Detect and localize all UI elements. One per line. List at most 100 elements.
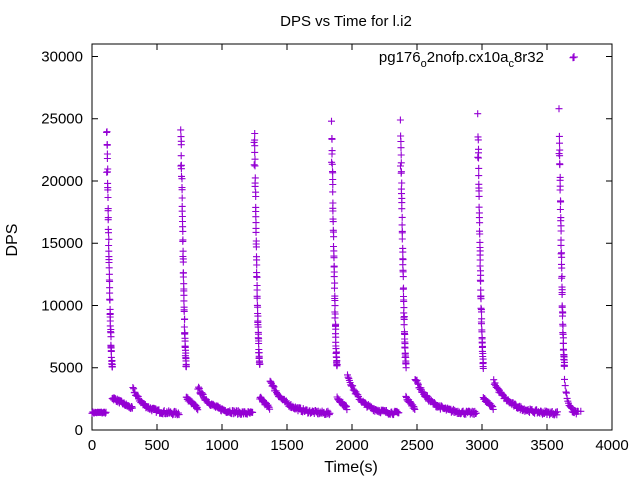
- data-point: [104, 168, 111, 176]
- data-point: [105, 229, 112, 237]
- data-point: [178, 194, 186, 202]
- data-point: [331, 314, 339, 322]
- data-point: [559, 339, 567, 347]
- data-point: [104, 186, 112, 194]
- data-point: [396, 116, 404, 124]
- data-point: [105, 264, 113, 272]
- data-point: [328, 135, 336, 143]
- legend-label: pg176o2nofp.cx10ac8r32: [379, 49, 544, 70]
- data-point: [558, 272, 566, 280]
- data-point: [398, 229, 406, 237]
- data-point: [555, 105, 563, 113]
- data-point: [330, 273, 338, 281]
- data-point: [557, 227, 565, 235]
- x-axis-label: Time(s): [324, 459, 378, 476]
- data-point: [479, 365, 487, 372]
- data-point: [180, 307, 188, 315]
- data-point: [106, 311, 114, 318]
- data-point: [414, 379, 422, 387]
- data-point: [553, 408, 561, 416]
- data-point: [272, 387, 280, 395]
- data-point: [194, 406, 202, 414]
- data-point: [569, 54, 577, 62]
- data-point: [474, 136, 482, 144]
- x-tick-label: 3000: [465, 437, 498, 454]
- data-point: [107, 333, 115, 341]
- legend-label-sub1: o: [421, 58, 427, 70]
- data-point: [331, 302, 339, 310]
- data-point: [477, 295, 485, 303]
- data-point: [556, 186, 564, 194]
- data-point: [330, 233, 338, 241]
- data-point: [474, 153, 482, 161]
- y-axis-ticks: 0 5000 10000 15000 20000 25000 30000: [41, 48, 612, 439]
- legend-marker: [570, 53, 578, 61]
- legend-label-part2: 2nofp.cx10a: [427, 49, 509, 66]
- data-point: [179, 258, 187, 266]
- data-point: [398, 205, 406, 213]
- y-tick-label: 15000: [41, 235, 83, 252]
- data-point: [251, 155, 259, 163]
- data-point: [251, 148, 259, 156]
- data-point: [402, 364, 410, 372]
- data-point: [398, 213, 406, 221]
- data-point: [251, 142, 259, 150]
- y-tick-label: 0: [75, 422, 83, 439]
- data-point: [556, 206, 564, 213]
- data-point: [328, 160, 336, 168]
- data-point: [174, 409, 182, 417]
- data-point: [179, 237, 187, 245]
- data-point: [479, 359, 487, 366]
- data-point: [477, 277, 485, 285]
- data-point: [269, 382, 277, 390]
- data-point: [104, 207, 112, 215]
- data-point: [329, 218, 337, 226]
- data-point: [566, 403, 574, 411]
- data-point: [511, 400, 519, 408]
- data-point: [253, 261, 261, 269]
- data-point: [400, 298, 408, 305]
- data-point: [330, 254, 338, 262]
- x-tick-label: 3500: [530, 437, 563, 454]
- data-point: [411, 406, 419, 413]
- x-tick-label: 2000: [335, 437, 368, 454]
- data-point: [252, 243, 260, 251]
- x-tick-label: 1000: [205, 437, 238, 454]
- x-tick-label: 0: [88, 437, 96, 454]
- y-tick-label: 20000: [41, 173, 83, 190]
- data-point: [198, 389, 206, 397]
- data-point: [498, 390, 506, 398]
- data-point: [178, 186, 186, 194]
- data-point: [128, 404, 136, 412]
- data-point: [180, 297, 188, 305]
- legend-label-sub2: c: [508, 58, 514, 70]
- data-point: [325, 411, 333, 419]
- data-point: [106, 277, 114, 285]
- data-point: [179, 273, 187, 281]
- chart-title: DPS vs Time for l.i2: [280, 13, 412, 30]
- data-point: [252, 213, 260, 221]
- data-point: [555, 132, 563, 140]
- data-point: [563, 389, 570, 397]
- data-point: [250, 161, 258, 169]
- plot-frame: [91, 43, 613, 431]
- data-point: [395, 409, 403, 417]
- data-point: [567, 403, 575, 411]
- x-tick-label: 500: [144, 437, 169, 454]
- data-point: [252, 193, 260, 200]
- data-point: [562, 388, 570, 396]
- data-point: [397, 144, 405, 152]
- data-point: [556, 139, 563, 147]
- data-point: [103, 128, 111, 136]
- data-point: [476, 219, 484, 227]
- data-point: [559, 322, 567, 330]
- data-point: [175, 411, 183, 419]
- x-tick-label: 2500: [400, 437, 433, 454]
- data-point: [417, 384, 425, 392]
- data-point: [490, 376, 498, 384]
- data-point: [577, 407, 585, 415]
- data-point: [328, 117, 335, 125]
- data-point: [178, 175, 186, 183]
- data-point: [329, 181, 337, 188]
